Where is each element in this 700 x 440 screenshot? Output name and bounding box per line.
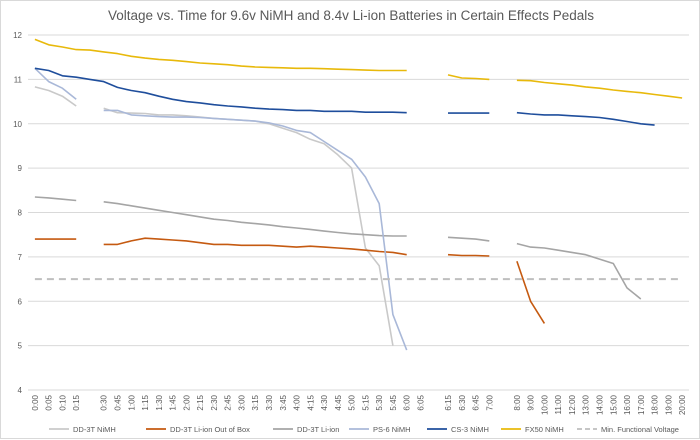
x-tick-label: 6:05: [416, 394, 425, 410]
x-tick-label: 2:45: [224, 394, 233, 410]
x-tick-label: 4:00: [293, 394, 302, 410]
y-tick-label: 4: [18, 386, 23, 395]
legend-label: CS-3 NiMH: [451, 425, 489, 434]
x-tick-label: 2:00: [182, 394, 191, 410]
x-tick-label: 7:00: [485, 394, 494, 410]
legend-label: DD-3T NiMH: [73, 425, 116, 434]
x-tick-label: 5:00: [348, 394, 357, 410]
x-tick-label: 13:00: [582, 394, 591, 415]
legend-label: DD-3T Li-ion: [297, 425, 339, 434]
y-tick-label: 9: [18, 164, 23, 173]
x-tick-label: 0:05: [45, 394, 54, 410]
x-tick-label: 1:00: [127, 394, 136, 410]
x-tick-label: 6:45: [472, 394, 481, 410]
legend-label: Min. Functional Voltage: [601, 425, 679, 434]
x-tick-label: 10:00: [540, 394, 549, 415]
x-tick-label: 6:30: [458, 394, 467, 410]
x-tick-label: 9:00: [527, 394, 536, 410]
x-tick-label: 4:45: [334, 394, 343, 410]
legend-label: PS-6 NiMH: [373, 425, 411, 434]
x-tick-label: 18:00: [651, 394, 660, 415]
chart-title: Voltage vs. Time for 9.6v NiMH and 8.4v …: [108, 8, 594, 23]
legend-label: DD-3T Li-ion Out of Box: [170, 425, 250, 434]
x-tick-label: 4:15: [306, 394, 315, 410]
x-tick-label: 2:30: [210, 394, 219, 410]
y-tick-label: 8: [18, 209, 23, 218]
x-tick-label: 3:30: [265, 394, 274, 410]
x-tick-label: 15:00: [609, 394, 618, 415]
x-tick-label: 0:00: [31, 394, 40, 410]
x-tick-label: 11:00: [554, 394, 563, 414]
x-tick-label: 5:15: [361, 394, 370, 410]
y-tick-label: 7: [18, 253, 23, 262]
x-tick-label: 1:30: [155, 394, 164, 410]
legend-label: FX50 NiMH: [525, 425, 564, 434]
x-tick-label: 5:45: [389, 394, 398, 410]
x-tick-label: 12:00: [568, 394, 577, 415]
x-tick-label: 16:00: [623, 394, 632, 415]
x-tick-label: 6:15: [444, 394, 453, 410]
x-tick-label: 1:45: [169, 394, 178, 410]
x-tick-label: 0:15: [72, 394, 81, 410]
series-line: [34, 67, 408, 351]
y-tick-label: 10: [13, 120, 22, 129]
y-tick-label: 6: [18, 297, 23, 306]
x-tick-label: 17:00: [637, 394, 646, 415]
x-tick-label: 3:00: [237, 394, 246, 410]
series-line: [34, 196, 642, 300]
x-tick-label: 0:45: [114, 394, 123, 410]
x-tick-label: 8:00: [513, 394, 522, 410]
series-line: [34, 237, 546, 324]
x-tick-label: 0:30: [100, 394, 109, 410]
x-tick-label: 19:00: [664, 394, 673, 415]
series-line: [34, 86, 394, 346]
x-tick-label: 0:10: [58, 394, 67, 410]
series-line: [34, 67, 655, 126]
x-tick-label: 6:00: [403, 394, 412, 410]
x-tick-label: 5:30: [375, 394, 384, 410]
x-tick-label: 14:00: [595, 394, 604, 415]
x-tick-label: 4:30: [320, 394, 329, 410]
x-tick-label: 3:45: [279, 394, 288, 410]
x-tick-label: 3:15: [251, 394, 260, 410]
series-line: [34, 38, 683, 99]
y-tick-label: 11: [14, 75, 23, 84]
x-tick-label: 20:00: [678, 394, 687, 415]
y-tick-label: 12: [13, 31, 22, 40]
x-tick-label: 2:15: [196, 394, 205, 410]
x-tick-label: 1:15: [141, 394, 150, 410]
y-tick-label: 5: [18, 342, 23, 351]
